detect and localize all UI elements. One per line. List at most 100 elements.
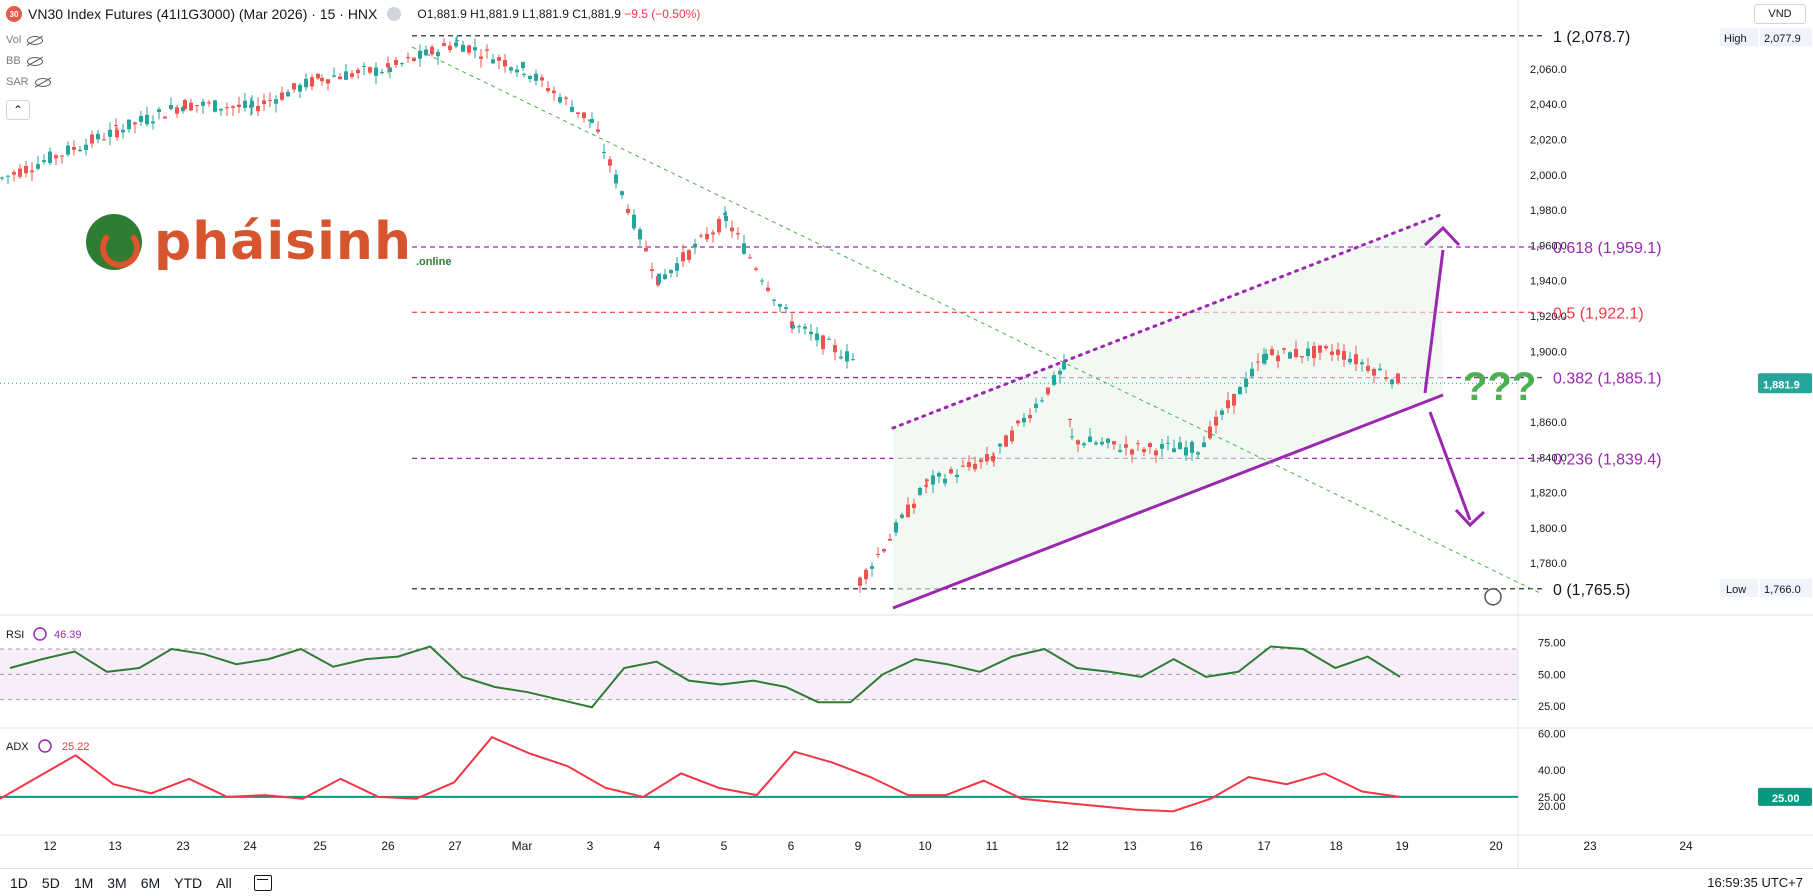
candle-body: [183, 100, 187, 110]
candle-body: [30, 170, 34, 173]
candle-body: [1118, 450, 1122, 452]
timeframe-1m[interactable]: 1M: [73, 874, 94, 891]
candle-body: [754, 268, 758, 270]
candle-body: [1100, 441, 1104, 445]
ohlc-values: O1,881.9 H1,881.9 L1,881.9 C1,881.9 −9.5…: [417, 7, 700, 21]
candle-body: [1068, 418, 1072, 420]
candle-body: [442, 43, 446, 46]
candle-body: [1282, 348, 1286, 350]
timeframe-3m[interactable]: 3M: [107, 874, 127, 891]
candle-body: [201, 101, 205, 106]
candle-body: [127, 119, 131, 130]
candle-body: [1306, 348, 1310, 357]
eye-hidden-icon[interactable]: [27, 35, 44, 45]
candle-body: [906, 504, 910, 518]
candle-body: [1396, 373, 1400, 384]
adx-axis-tick: 20.00: [1538, 801, 1566, 813]
low-value: 1,766.0: [1764, 584, 1801, 596]
candle-body: [388, 67, 392, 73]
candle-body: [558, 96, 562, 103]
adx-level-badge: [1758, 787, 1812, 806]
indicator-vol-label: Vol: [6, 34, 22, 46]
collapse-indicators-button[interactable]: ⌃: [6, 100, 30, 120]
high-label: High: [1724, 33, 1747, 45]
calendar-icon[interactable]: [253, 874, 272, 891]
timeframe-ytd[interactable]: YTD: [174, 874, 203, 891]
currency-selector[interactable]: VND: [1754, 4, 1806, 24]
indicator-vol[interactable]: Vol: [6, 30, 51, 51]
candle-body: [292, 83, 296, 90]
candle-body: [280, 92, 284, 100]
timeframe-1d[interactable]: 1D: [10, 874, 28, 891]
candle-body: [320, 77, 324, 82]
candle-body: [1112, 441, 1116, 445]
candle-body: [298, 84, 302, 92]
time-axis-tick: 13: [1123, 839, 1137, 853]
candle-body: [243, 100, 247, 108]
symbol-title[interactable]: VN30 Index Futures (41I1G3000) (Mar 2026…: [28, 6, 378, 22]
timeframe-all[interactable]: All: [216, 874, 232, 891]
candle-body: [54, 155, 58, 159]
price-axis-tick: 1,860.0: [1530, 417, 1567, 429]
candle-body: [509, 67, 513, 71]
candle-body: [1058, 370, 1062, 375]
time-axis-tick: 25: [313, 839, 327, 853]
eye-hidden-icon[interactable]: [34, 77, 51, 87]
candle-body: [169, 104, 173, 110]
candle-body: [858, 577, 862, 586]
candle-body: [582, 112, 586, 119]
time-axis-tick: 23: [176, 839, 190, 853]
candle-body: [851, 359, 855, 361]
candle-body: [1250, 368, 1254, 377]
candle-body: [1034, 403, 1038, 408]
currency-label: VND: [1768, 8, 1792, 20]
candle-body: [985, 454, 989, 462]
candle-body: [448, 45, 452, 50]
time-axis-tick: 19: [1395, 839, 1409, 853]
price-axis-tick: 1,980.0: [1530, 205, 1567, 217]
timeframe-6m[interactable]: 6M: [140, 874, 161, 891]
candle-body: [1172, 448, 1176, 453]
candle-body: [546, 88, 550, 92]
bottom-toolbar: 1D 5D 1M 3M 6M YTD All 16:59:35 UTC+7: [0, 868, 1813, 896]
candle-body: [882, 549, 886, 552]
candle-body: [943, 478, 947, 484]
candle-body: [256, 105, 260, 112]
last-price-badge: [1758, 373, 1812, 394]
eye-hidden-icon[interactable]: [26, 56, 43, 66]
candle-body: [1372, 368, 1376, 376]
chevron-up-icon: ⌃: [12, 103, 24, 117]
candle-body: [1312, 345, 1316, 359]
logo-subtext: .online: [416, 256, 452, 268]
price-axis-tick: 1,780.0: [1530, 558, 1567, 570]
candle-body: [175, 107, 179, 114]
fib-level-label: 0.236 (1,839.4): [1553, 451, 1662, 468]
candle-body: [723, 213, 727, 216]
candle-body: [1046, 387, 1050, 395]
candle-body: [803, 326, 807, 329]
time-axis-tick: 20: [1489, 839, 1503, 853]
candle-body: [1178, 442, 1182, 450]
candle-body: [42, 160, 46, 163]
candle-body: [1136, 443, 1140, 445]
compare-icon[interactable]: [387, 7, 402, 21]
indicator-sar[interactable]: SAR: [6, 72, 51, 93]
indicator-bb[interactable]: BB: [6, 51, 51, 72]
candle-body: [876, 554, 880, 556]
candle-body: [1300, 355, 1304, 358]
candle-body: [268, 99, 272, 101]
up-arrow-head: [1423, 225, 1461, 247]
candle-body: [356, 69, 360, 74]
timeframe-5d[interactable]: 5D: [41, 874, 60, 891]
candle-body: [18, 168, 22, 177]
candle-body: [998, 443, 1002, 447]
candle-body: [48, 151, 52, 164]
time-axis-tick: 11: [986, 839, 999, 853]
candle-body: [1294, 348, 1298, 358]
candle-body: [400, 63, 404, 65]
candle-body: [1088, 436, 1092, 443]
adx-axis-tick: 40.00: [1538, 765, 1566, 777]
candle-body: [6, 175, 10, 177]
time-axis-tick: 6: [788, 839, 795, 853]
